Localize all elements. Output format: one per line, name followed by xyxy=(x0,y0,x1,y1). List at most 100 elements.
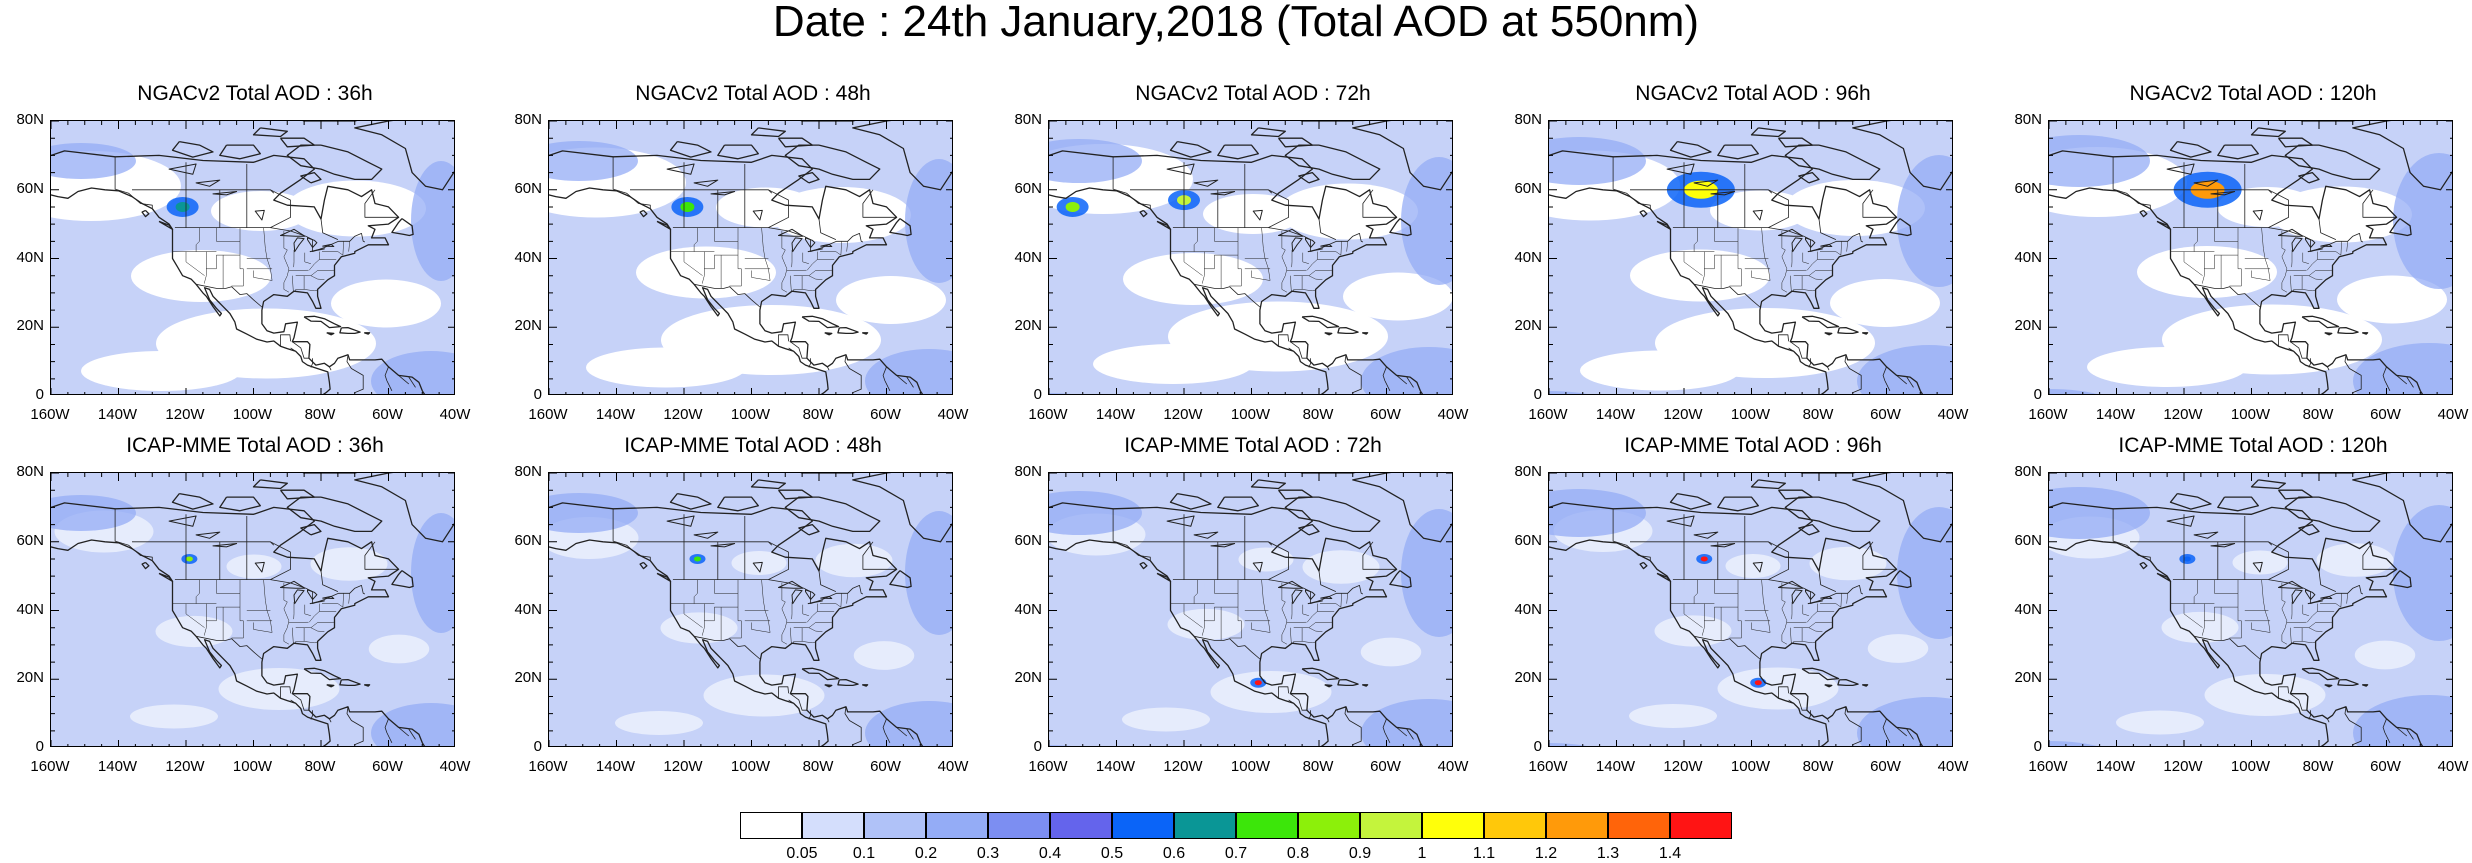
colorbar-swatch xyxy=(1422,812,1484,839)
colorbar-label: 0.4 xyxy=(1025,845,1075,863)
x-tick-label: 80W xyxy=(1293,407,1343,423)
x-tick-label: 60W xyxy=(1361,759,1411,775)
aod-map xyxy=(2049,473,2453,747)
x-tick-label: 120W xyxy=(658,759,708,775)
x-tick-label: 140W xyxy=(2091,759,2141,775)
y-tick-label: 60N xyxy=(498,181,542,197)
x-tick-label: 40W xyxy=(1928,759,1978,775)
clean-air-patch xyxy=(1726,554,1781,578)
y-tick-label: 40N xyxy=(0,602,44,618)
x-tick-label: 60W xyxy=(861,407,911,423)
map-frame xyxy=(548,472,953,747)
x-tick-label: 160W xyxy=(523,759,573,775)
map-frame xyxy=(548,120,953,395)
y-tick-label: 60N xyxy=(1998,533,2042,549)
map-frame xyxy=(2048,120,2453,395)
x-tick-label: 140W xyxy=(1591,407,1641,423)
y-tick-label: 60N xyxy=(998,181,1042,197)
x-tick-label: 140W xyxy=(2091,407,2141,423)
aod-hotspot xyxy=(176,202,190,212)
map-frame xyxy=(1548,120,1953,395)
x-tick-label: 140W xyxy=(93,407,143,423)
x-tick-label: 40W xyxy=(430,407,480,423)
x-tick-label: 140W xyxy=(591,759,641,775)
clean-air-patch xyxy=(1655,615,1732,646)
aod-map xyxy=(549,121,953,395)
colorbar-swatch xyxy=(1298,812,1360,839)
x-tick-label: 120W xyxy=(1158,759,1208,775)
x-tick-label: 80W xyxy=(295,759,345,775)
x-tick-label: 120W xyxy=(1658,759,1708,775)
y-tick-label: 80N xyxy=(1498,112,1542,128)
clean-air-patch xyxy=(1361,638,1422,667)
clean-air-patch xyxy=(1093,344,1253,384)
y-tick-label: 80N xyxy=(1998,464,2042,480)
colorbar xyxy=(740,812,1730,839)
y-tick-label: 40N xyxy=(1498,250,1542,266)
colorbar-label: 0.5 xyxy=(1087,845,1137,863)
clean-air-patch xyxy=(1868,634,1929,663)
figure-title: Date : 24th January,2018 (Total AOD at 5… xyxy=(0,0,2472,44)
clean-air-patch xyxy=(81,351,241,391)
colorbar-label: 1.3 xyxy=(1583,845,1633,863)
x-tick-label: 60W xyxy=(861,759,911,775)
aod-hotspot xyxy=(680,202,694,212)
colorbar-swatch xyxy=(1484,812,1546,839)
y-tick-label: 80N xyxy=(498,112,542,128)
x-tick-label: 40W xyxy=(928,407,978,423)
x-tick-label: 120W xyxy=(160,407,210,423)
aod-hotspot xyxy=(694,556,701,561)
aod-hotspot xyxy=(186,556,193,561)
y-tick-label: 80N xyxy=(1498,464,1542,480)
x-tick-label: 100W xyxy=(726,407,776,423)
x-tick-label: 120W xyxy=(1658,407,1708,423)
aod-map xyxy=(1549,121,1953,395)
x-tick-label: 100W xyxy=(228,407,278,423)
y-tick-label: 40N xyxy=(498,602,542,618)
aod-hotspot xyxy=(1755,680,1762,685)
clean-air-patch xyxy=(1629,704,1717,728)
aod-hotspot xyxy=(1701,556,1708,561)
y-tick-label: 0 xyxy=(0,739,44,755)
aod-map xyxy=(1049,473,1453,747)
clean-air-patch xyxy=(2087,347,2247,387)
colorbar-label: 1.4 xyxy=(1645,845,1695,863)
colorbar-swatch xyxy=(1546,812,1608,839)
y-tick-label: 0 xyxy=(998,739,1042,755)
y-tick-label: 0 xyxy=(498,387,542,403)
x-tick-label: 60W xyxy=(1861,759,1911,775)
clean-air-patch xyxy=(636,247,776,299)
colorbar-swatch xyxy=(740,812,802,839)
x-tick-label: 80W xyxy=(295,407,345,423)
panel-title: ICAP-MME Total AOD : 48h xyxy=(548,434,958,458)
aod-map xyxy=(549,473,953,747)
x-tick-label: 100W xyxy=(1726,407,1776,423)
y-tick-label: 80N xyxy=(0,464,44,480)
clean-air-patch xyxy=(1239,548,1294,572)
aod-map xyxy=(51,473,455,747)
panel-title: NGACv2 Total AOD : 96h xyxy=(1548,82,1958,106)
map-frame xyxy=(2048,472,2453,747)
x-tick-label: 40W xyxy=(1428,407,1478,423)
colorbar-label: 0.8 xyxy=(1273,845,1323,863)
clean-air-patch xyxy=(1122,708,1210,732)
y-tick-label: 80N xyxy=(498,464,542,480)
y-tick-label: 80N xyxy=(998,112,1042,128)
panel-title: ICAP-MME Total AOD : 120h xyxy=(2048,434,2458,458)
colorbar-label: 1.2 xyxy=(1521,845,1571,863)
x-tick-label: 80W xyxy=(793,407,843,423)
colorbar-label: 1 xyxy=(1397,845,1447,863)
y-tick-label: 80N xyxy=(998,464,1042,480)
panel-title: NGACv2 Total AOD : 120h xyxy=(2048,82,2458,106)
y-tick-label: 0 xyxy=(498,739,542,755)
y-tick-label: 0 xyxy=(1498,739,1542,755)
clean-air-patch xyxy=(1580,351,1740,391)
x-tick-label: 120W xyxy=(658,407,708,423)
x-tick-label: 80W xyxy=(1793,407,1843,423)
clean-air-patch xyxy=(156,616,233,647)
clean-air-patch xyxy=(1211,671,1332,713)
x-tick-label: 140W xyxy=(93,759,143,775)
clean-air-patch xyxy=(2162,612,2239,643)
